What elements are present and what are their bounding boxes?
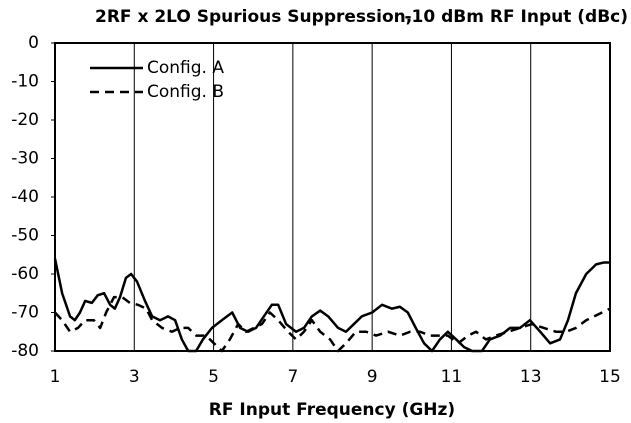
y-tick-label: -30 bbox=[11, 149, 39, 169]
legend-label: Config. B bbox=[147, 82, 224, 102]
y-tick-label: -10 bbox=[11, 72, 39, 92]
chart-title: 2RF x 2LO Spurious Suppression, bbox=[95, 7, 412, 27]
chart-subtitle: -10 dBm RF Input (dBc) bbox=[405, 7, 629, 27]
y-tick-label: -70 bbox=[11, 303, 39, 323]
y-tick-label: -50 bbox=[11, 226, 39, 246]
y-tick-label: -60 bbox=[11, 264, 39, 284]
legend-label: Config. A bbox=[147, 58, 224, 78]
x-tick-label: 5 bbox=[208, 367, 219, 387]
plot-frame bbox=[54, 42, 611, 352]
y-tick-label: -80 bbox=[11, 341, 39, 361]
x-tick-label: 13 bbox=[520, 367, 542, 387]
x-tick-label: 11 bbox=[441, 367, 463, 387]
x-tick-label: 1 bbox=[50, 367, 61, 387]
x-tick-label: 3 bbox=[129, 367, 140, 387]
y-tick-label: 0 bbox=[28, 33, 39, 53]
y-tick-label: -20 bbox=[11, 110, 39, 130]
series-line bbox=[54, 295, 611, 353]
x-axis-label: RF Input Frequency (GHz) bbox=[209, 400, 455, 420]
x-tick-label: 15 bbox=[599, 367, 621, 387]
x-tick-label: 7 bbox=[287, 367, 298, 387]
x-tick-label: 9 bbox=[367, 367, 378, 387]
y-tick-label: -40 bbox=[11, 187, 39, 207]
